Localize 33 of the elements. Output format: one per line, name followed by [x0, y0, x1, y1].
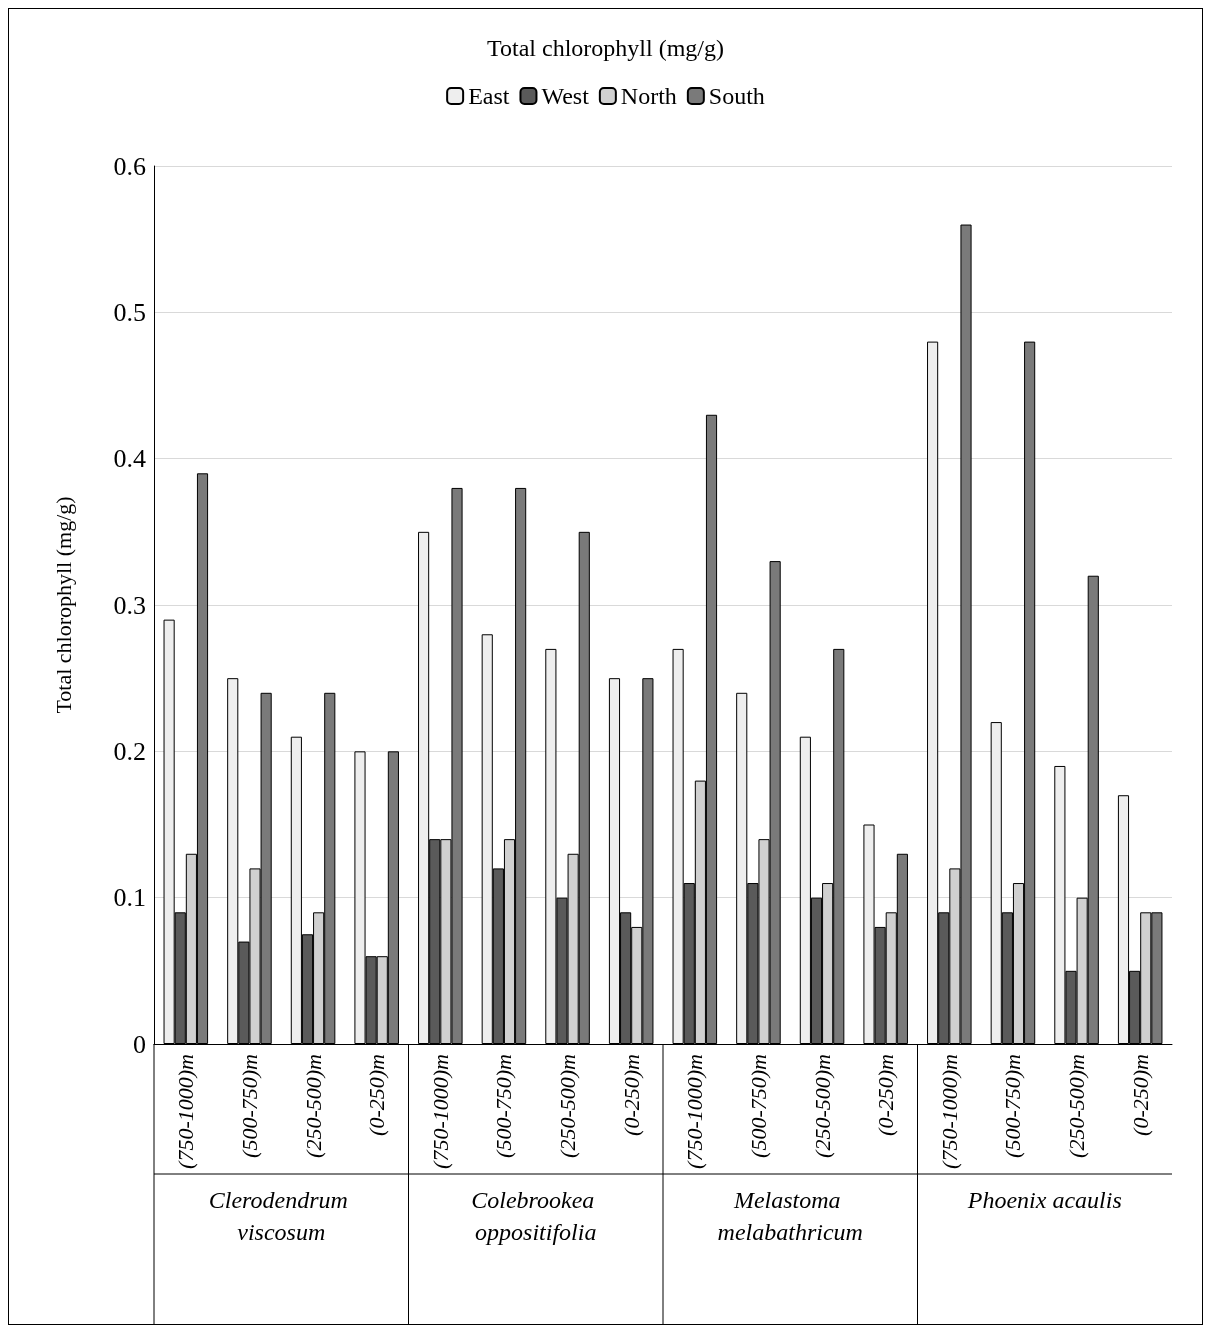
- text: Phoenix acaulis: [966, 1187, 1122, 1213]
- x-tick-label: (0-250)m: [873, 1054, 899, 1136]
- x-tick-label: (750-1000)m: [936, 1054, 962, 1169]
- x-tick-label: (0-250)m: [364, 1054, 390, 1136]
- legend-label: South: [708, 83, 765, 109]
- y-tick-label: 0.2: [113, 736, 146, 766]
- x-tick-label: (250-500)m: [300, 1054, 326, 1158]
- x-tick-label: (750-1000)m: [427, 1054, 453, 1169]
- y-tick-label: 0: [133, 1029, 146, 1059]
- x-tick-label: (750-1000)m: [173, 1054, 199, 1169]
- x-tick-label: (500-750)m: [745, 1054, 771, 1158]
- legend-label: West: [541, 83, 590, 109]
- y-tick-label: 0.6: [113, 151, 146, 181]
- legend-label: North: [620, 83, 677, 109]
- x-tick-label: (0-250)m: [618, 1054, 644, 1136]
- y-tick-label: 0.3: [113, 590, 146, 620]
- x-tick-label: (250-500)m: [809, 1054, 835, 1158]
- y-tick-label: 0.4: [113, 444, 146, 474]
- x-tick-label: (750-1000)m: [682, 1054, 708, 1169]
- legend-label: East: [468, 83, 510, 109]
- x-tick-label: (500-750)m: [236, 1054, 262, 1158]
- x-tick-label: (500-750)m: [491, 1054, 517, 1158]
- y-tick-label: 0.5: [113, 297, 146, 327]
- y-tick-label: 0.1: [113, 883, 146, 913]
- y-axis-title: Total chlorophyll (mg/g): [487, 35, 724, 61]
- text: Clerodendrum viscosum: [208, 1187, 354, 1245]
- x-tick-label: (0-250)m: [1127, 1054, 1153, 1136]
- text: Total chlorophyll (mg/g): [50, 496, 76, 714]
- text: Melastoma melabathricum: [717, 1187, 863, 1245]
- x-tick-label: (250-500)m: [1064, 1054, 1090, 1158]
- x-tick-label: (500-750)m: [1000, 1054, 1026, 1158]
- text: Colebrookea oppositifolia: [471, 1187, 601, 1245]
- x-tick-label: (250-500)m: [555, 1054, 581, 1158]
